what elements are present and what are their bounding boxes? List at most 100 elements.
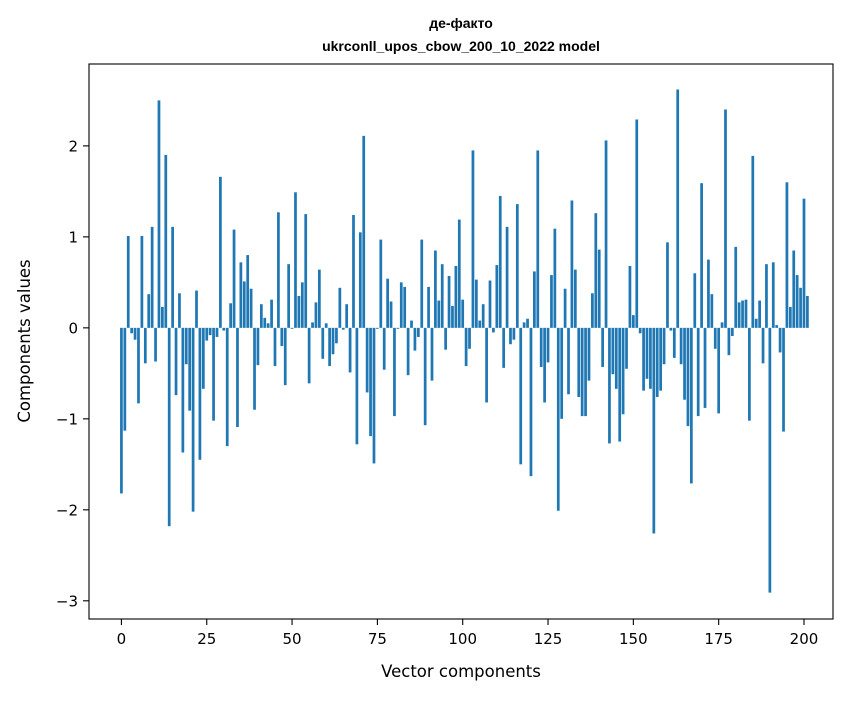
- bar-124: [543, 327, 546, 403]
- bar-88: [420, 239, 424, 328]
- bar-183: [744, 299, 748, 328]
- bar-195: [785, 182, 789, 328]
- bar-136: [584, 327, 587, 417]
- bar-70: [358, 232, 362, 328]
- bar-178: [727, 327, 731, 356]
- bar-169: [696, 327, 700, 417]
- bar-56: [311, 322, 314, 328]
- x-tick-label-4: 100: [448, 630, 477, 648]
- bar-101: [464, 327, 468, 367]
- chart-title-line2: ukrconll_upos_cbow_200_10_2022 model: [322, 38, 600, 54]
- bar-1: [123, 327, 127, 431]
- bar-24: [201, 327, 205, 389]
- bar-113: [505, 226, 509, 328]
- bar-90: [427, 286, 430, 328]
- bar-167: [690, 327, 693, 484]
- bar-147: [621, 327, 625, 415]
- bar-84: [406, 327, 410, 376]
- bar-162: [672, 327, 676, 358]
- bar-14: [167, 327, 171, 527]
- bar-201: [806, 296, 809, 328]
- bar-148: [625, 327, 628, 369]
- bar-80: [393, 327, 396, 417]
- bar-109: [492, 327, 495, 333]
- bar-181: [737, 302, 741, 328]
- bar-73: [369, 327, 372, 437]
- bar-2: [126, 235, 130, 328]
- bar-142: [604, 140, 608, 328]
- bar-78: [386, 278, 389, 328]
- bar-172: [707, 259, 710, 328]
- y-tick-label-3: 0: [68, 319, 78, 337]
- bar-112: [502, 327, 506, 368]
- bar-64: [338, 287, 342, 328]
- bar-74: [372, 327, 376, 464]
- bar-18: [181, 327, 185, 453]
- bar-20: [188, 327, 192, 411]
- bar-22: [195, 290, 198, 328]
- bar-53: [300, 282, 304, 328]
- bar-139: [594, 213, 598, 328]
- x-tick-label-3: 75: [368, 630, 387, 648]
- bar-193: [778, 327, 782, 353]
- bar-104: [474, 279, 478, 328]
- bar-186: [754, 318, 758, 328]
- bar-55: [307, 327, 311, 384]
- x-tick-label-1: 25: [197, 630, 216, 648]
- bar-130: [563, 288, 567, 328]
- bar-150: [631, 315, 635, 328]
- bar-68: [352, 215, 355, 328]
- bar-15: [171, 226, 174, 328]
- bar-33: [232, 229, 236, 328]
- bar-61: [328, 327, 331, 367]
- x-tick-label-0: 0: [117, 630, 127, 648]
- bar-192: [775, 325, 779, 328]
- bar-3: [130, 327, 134, 334]
- bar-0: [120, 327, 123, 494]
- x-axis-ticks: 0 25 50 75 100 125 150 175 200: [117, 619, 818, 648]
- bar-157: [655, 327, 659, 397]
- bar-129: [560, 327, 564, 419]
- plot-frame: [88, 63, 834, 620]
- bar-75: [376, 327, 379, 329]
- bar-43: [266, 323, 270, 328]
- bar-175: [717, 327, 721, 414]
- bar-6: [140, 235, 144, 328]
- bar-182: [741, 300, 744, 328]
- bar-25: [205, 327, 209, 341]
- bar-11: [157, 100, 161, 328]
- bar-50: [290, 327, 294, 329]
- bar-164: [679, 327, 683, 365]
- y-tick-label-2: −1: [56, 410, 78, 428]
- bar-180: [734, 246, 738, 328]
- bar-198: [795, 275, 799, 328]
- bar-197: [792, 250, 796, 328]
- bar-35: [239, 262, 243, 328]
- bar-39: [253, 327, 256, 410]
- bar-57: [314, 302, 318, 328]
- bar-86: [413, 327, 417, 351]
- bar-153: [642, 327, 645, 391]
- bar-179: [730, 327, 734, 337]
- bar-134: [577, 327, 581, 397]
- bar-116: [515, 204, 519, 328]
- bar-177: [724, 109, 727, 328]
- bar-190: [768, 327, 772, 593]
- bar-189: [765, 264, 768, 328]
- bar-16: [174, 327, 178, 396]
- bar-117: [519, 327, 523, 465]
- bar-31: [225, 327, 229, 447]
- bar-200: [802, 198, 806, 328]
- bar-17: [178, 293, 181, 328]
- bar-30: [222, 327, 226, 331]
- bar-158: [659, 327, 663, 391]
- bar-87: [416, 327, 420, 337]
- bar-89: [423, 327, 427, 426]
- bar-23: [198, 327, 202, 460]
- bar-82: [399, 282, 403, 328]
- bar-95: [444, 327, 448, 350]
- bar-120: [529, 327, 533, 477]
- bar-79: [389, 301, 393, 328]
- bar-76: [379, 239, 383, 328]
